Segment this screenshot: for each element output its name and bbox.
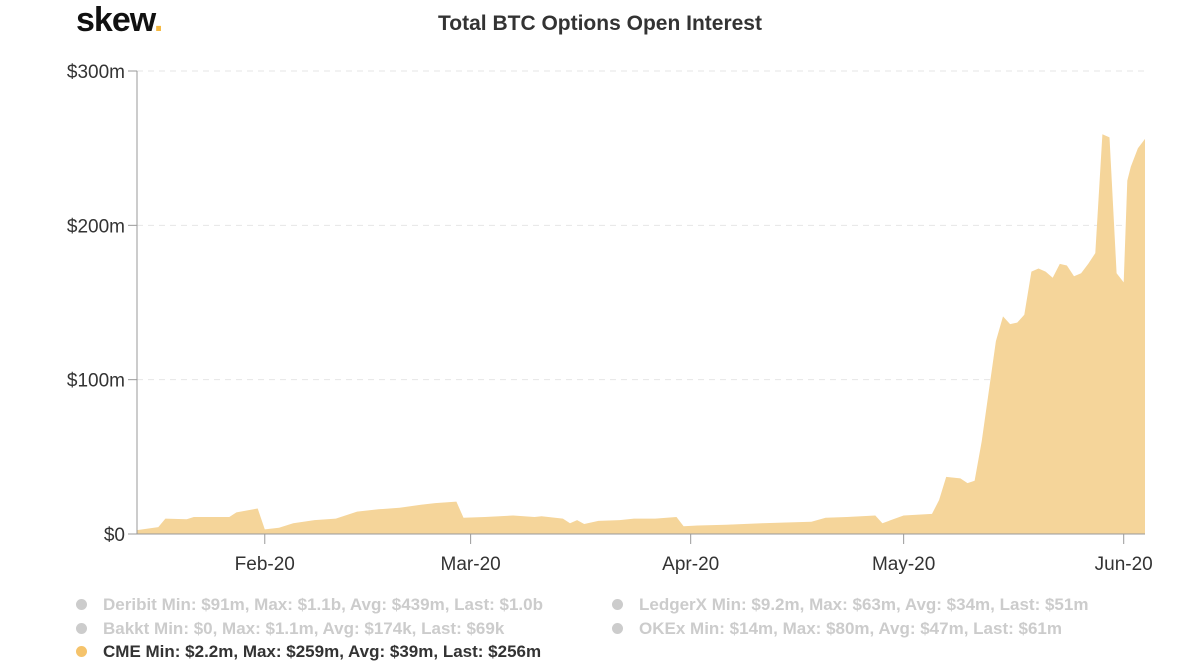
legend-swatch [612, 623, 623, 635]
legend-item-bakkt[interactable]: Bakkt Min: $0, Max: $1.1m, Avg: $174k, L… [76, 618, 611, 640]
legend-swatch [76, 599, 87, 611]
legend-item-cme[interactable]: CME Min: $2.2m, Max: $259m, Avg: $39m, L… [76, 641, 676, 663]
y-tick-label: $200m [67, 216, 125, 237]
legend-stats: Min: $0, Max: $1.1m, Avg: $174k, Last: $… [154, 619, 505, 638]
legend-name: Deribit [103, 595, 157, 614]
legend-swatch [76, 646, 87, 658]
x-tick-label: Jun-20 [1095, 554, 1153, 575]
legend-stats: Min: $9.2m, Max: $63m, Avg: $34m, Last: … [711, 595, 1089, 614]
y-tick-label: $0 [104, 525, 125, 546]
logo-text: skew [76, 1, 155, 39]
legend-item-ledgerx[interactable]: LedgerX Min: $9.2m, Max: $63m, Avg: $34m… [612, 594, 1182, 616]
legend-name: Bakkt [103, 619, 150, 638]
x-tick-label: Feb-20 [235, 554, 295, 575]
y-tick-label: $100m [67, 371, 125, 392]
legend-swatch [76, 623, 87, 635]
legend-name: OKEx [639, 619, 686, 638]
legend-stats: Min: $2.2m, Max: $259m, Avg: $39m, Last:… [145, 642, 542, 661]
x-tick-label: Apr-20 [662, 554, 719, 575]
legend-stats: Min: $91m, Max: $1.1b, Avg: $439m, Last:… [161, 595, 543, 614]
skew-logo: skew. [76, 0, 164, 40]
series-area-cme [137, 134, 1145, 535]
legend-name: CME [103, 642, 141, 661]
legend-stats: Min: $14m, Max: $80m, Avg: $47m, Last: $… [690, 619, 1062, 638]
legend-swatch [612, 599, 623, 611]
y-tick-label: $300m [67, 62, 125, 83]
legend-item-okex[interactable]: OKEx Min: $14m, Max: $80m, Avg: $47m, La… [612, 618, 1182, 640]
x-tick-label: Mar-20 [441, 554, 501, 575]
chart-title: Total BTC Options Open Interest [438, 12, 762, 35]
legend-name: LedgerX [639, 595, 708, 614]
x-tick-label: May-20 [872, 554, 935, 575]
chart-svg: $0 $100m $200m $300m Feb-20 Mar-20 Apr-20 May-2… [67, 62, 1153, 575]
legend-item-deribit[interactable]: Deribit Min: $91m, Max: $1.1b, Avg: $439… [76, 594, 611, 616]
logo-dot: . [153, 1, 164, 39]
